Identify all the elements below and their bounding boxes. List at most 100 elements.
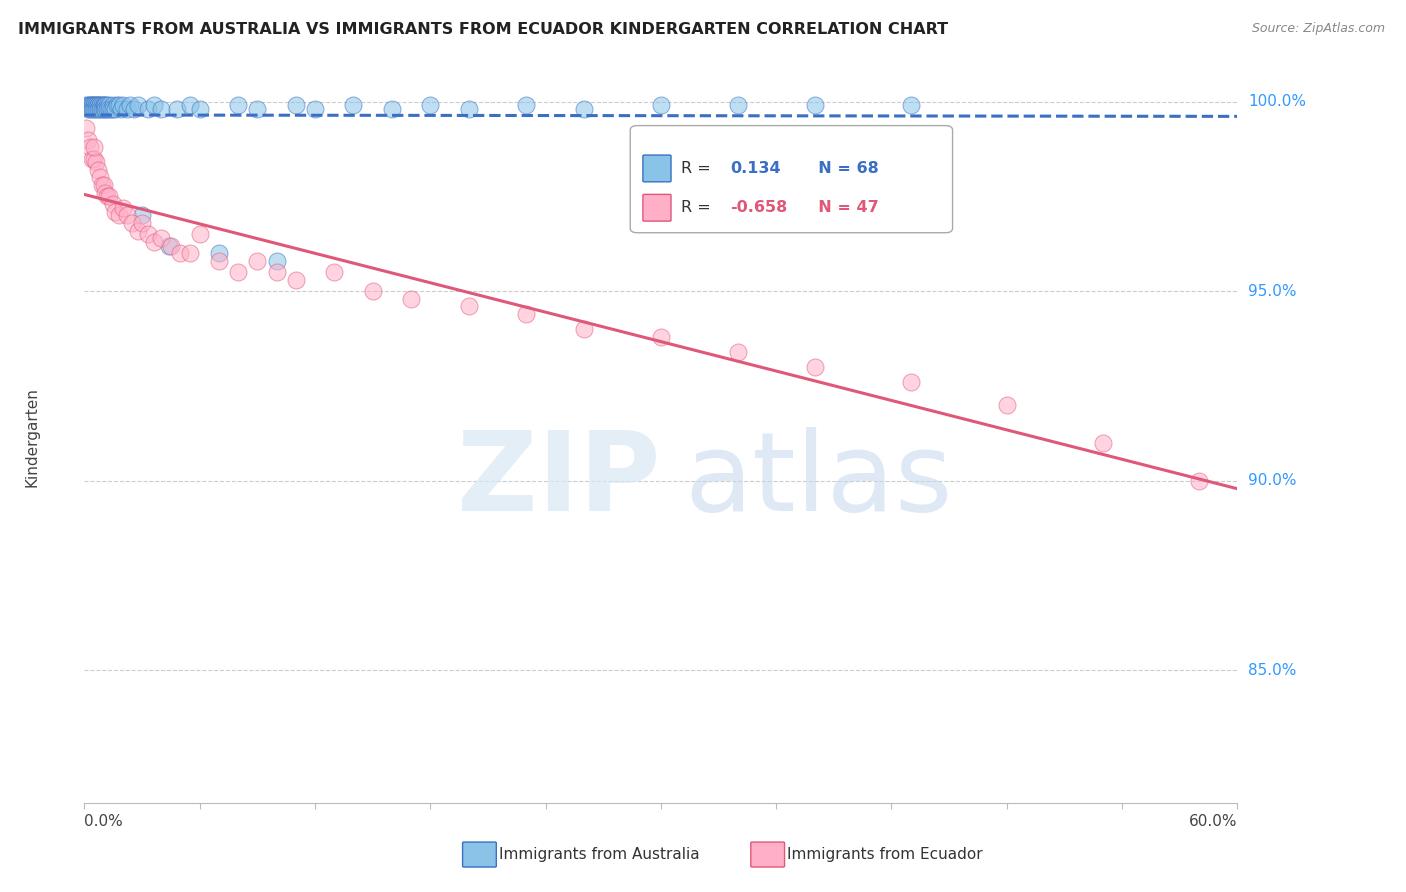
Point: [98, 102, 121, 116]
Point: [650, 329, 672, 343]
Point: [266, 253, 288, 268]
Point: [79, 98, 101, 112]
Text: 0.0%: 0.0%: [84, 814, 124, 830]
Point: [103, 197, 124, 211]
Text: 90.0%: 90.0%: [1249, 473, 1296, 488]
Point: [136, 227, 159, 242]
Point: [572, 102, 595, 116]
Text: 100.0%: 100.0%: [1249, 95, 1306, 109]
Point: [84, 155, 107, 169]
Point: [104, 102, 127, 116]
Point: [457, 299, 479, 313]
Point: [80, 152, 103, 166]
Point: [94, 186, 117, 200]
Point: [87, 98, 110, 112]
Point: [150, 102, 173, 116]
Point: [226, 98, 249, 112]
Text: Immigrants from Australia: Immigrants from Australia: [499, 847, 700, 862]
Text: 95.0%: 95.0%: [1249, 284, 1296, 299]
Point: [160, 238, 183, 252]
Point: [246, 253, 269, 268]
Text: Immigrants from Ecuador: Immigrants from Ecuador: [787, 847, 983, 862]
Point: [79, 102, 101, 116]
Point: [89, 98, 111, 112]
Point: [342, 98, 364, 112]
Point: [115, 102, 138, 116]
Point: [84, 102, 107, 116]
Point: [87, 102, 110, 116]
Point: [108, 98, 131, 112]
Text: 60.0%: 60.0%: [1189, 814, 1237, 830]
Point: [1091, 435, 1114, 450]
Point: [94, 98, 117, 112]
Point: [104, 204, 127, 219]
Text: R =: R =: [681, 161, 721, 176]
Point: [188, 227, 211, 242]
Point: [83, 98, 105, 112]
Point: [98, 189, 121, 203]
Point: [79, 98, 101, 112]
Text: atlas: atlas: [683, 427, 952, 534]
Point: [75, 98, 97, 112]
Point: [105, 98, 128, 112]
Point: [515, 98, 537, 112]
Point: [108, 208, 131, 222]
Point: [266, 265, 288, 279]
Point: [803, 98, 825, 112]
Point: [89, 170, 111, 185]
Text: N = 68: N = 68: [807, 161, 879, 176]
Point: [650, 98, 672, 112]
Point: [150, 231, 173, 245]
Point: [142, 98, 165, 112]
Point: [77, 102, 100, 116]
Point: [157, 238, 180, 252]
Point: [100, 102, 122, 116]
Point: [93, 178, 115, 192]
Point: [121, 216, 143, 230]
Point: [1188, 474, 1211, 488]
Text: 85.0%: 85.0%: [1249, 663, 1296, 678]
Point: [208, 246, 231, 260]
Point: [115, 208, 138, 222]
Point: [179, 246, 201, 260]
Point: [995, 398, 1018, 412]
Point: [323, 265, 346, 279]
Point: [90, 102, 112, 116]
Point: [96, 98, 118, 112]
Point: [89, 98, 111, 112]
Point: [900, 98, 922, 112]
Point: [803, 359, 825, 374]
Point: [111, 201, 134, 215]
Point: [120, 98, 142, 112]
Point: [87, 98, 110, 112]
Point: [284, 98, 307, 112]
Point: [131, 216, 153, 230]
Point: [572, 322, 595, 336]
Point: [90, 178, 112, 192]
Point: [80, 98, 103, 112]
Point: [131, 208, 153, 222]
Point: [80, 102, 103, 116]
Text: IMMIGRANTS FROM AUSTRALIA VS IMMIGRANTS FROM ECUADOR KINDERGARTEN CORRELATION CH: IMMIGRANTS FROM AUSTRALIA VS IMMIGRANTS …: [18, 22, 949, 37]
Text: Source: ZipAtlas.com: Source: ZipAtlas.com: [1251, 22, 1385, 36]
Point: [98, 98, 121, 112]
Text: N = 47: N = 47: [807, 200, 879, 215]
Point: [83, 102, 105, 116]
Point: [83, 140, 105, 154]
Point: [179, 98, 201, 112]
Point: [124, 102, 146, 116]
Text: -0.658: -0.658: [730, 200, 787, 215]
Point: [169, 246, 191, 260]
Point: [96, 102, 118, 116]
Point: [89, 102, 111, 116]
Point: [727, 98, 749, 112]
Point: [111, 98, 134, 112]
Point: [77, 132, 100, 146]
Point: [93, 102, 115, 116]
Point: [93, 98, 115, 112]
Point: [87, 162, 110, 177]
Point: [127, 98, 149, 112]
Point: [94, 102, 117, 116]
Point: [399, 292, 422, 306]
Point: [84, 98, 107, 112]
